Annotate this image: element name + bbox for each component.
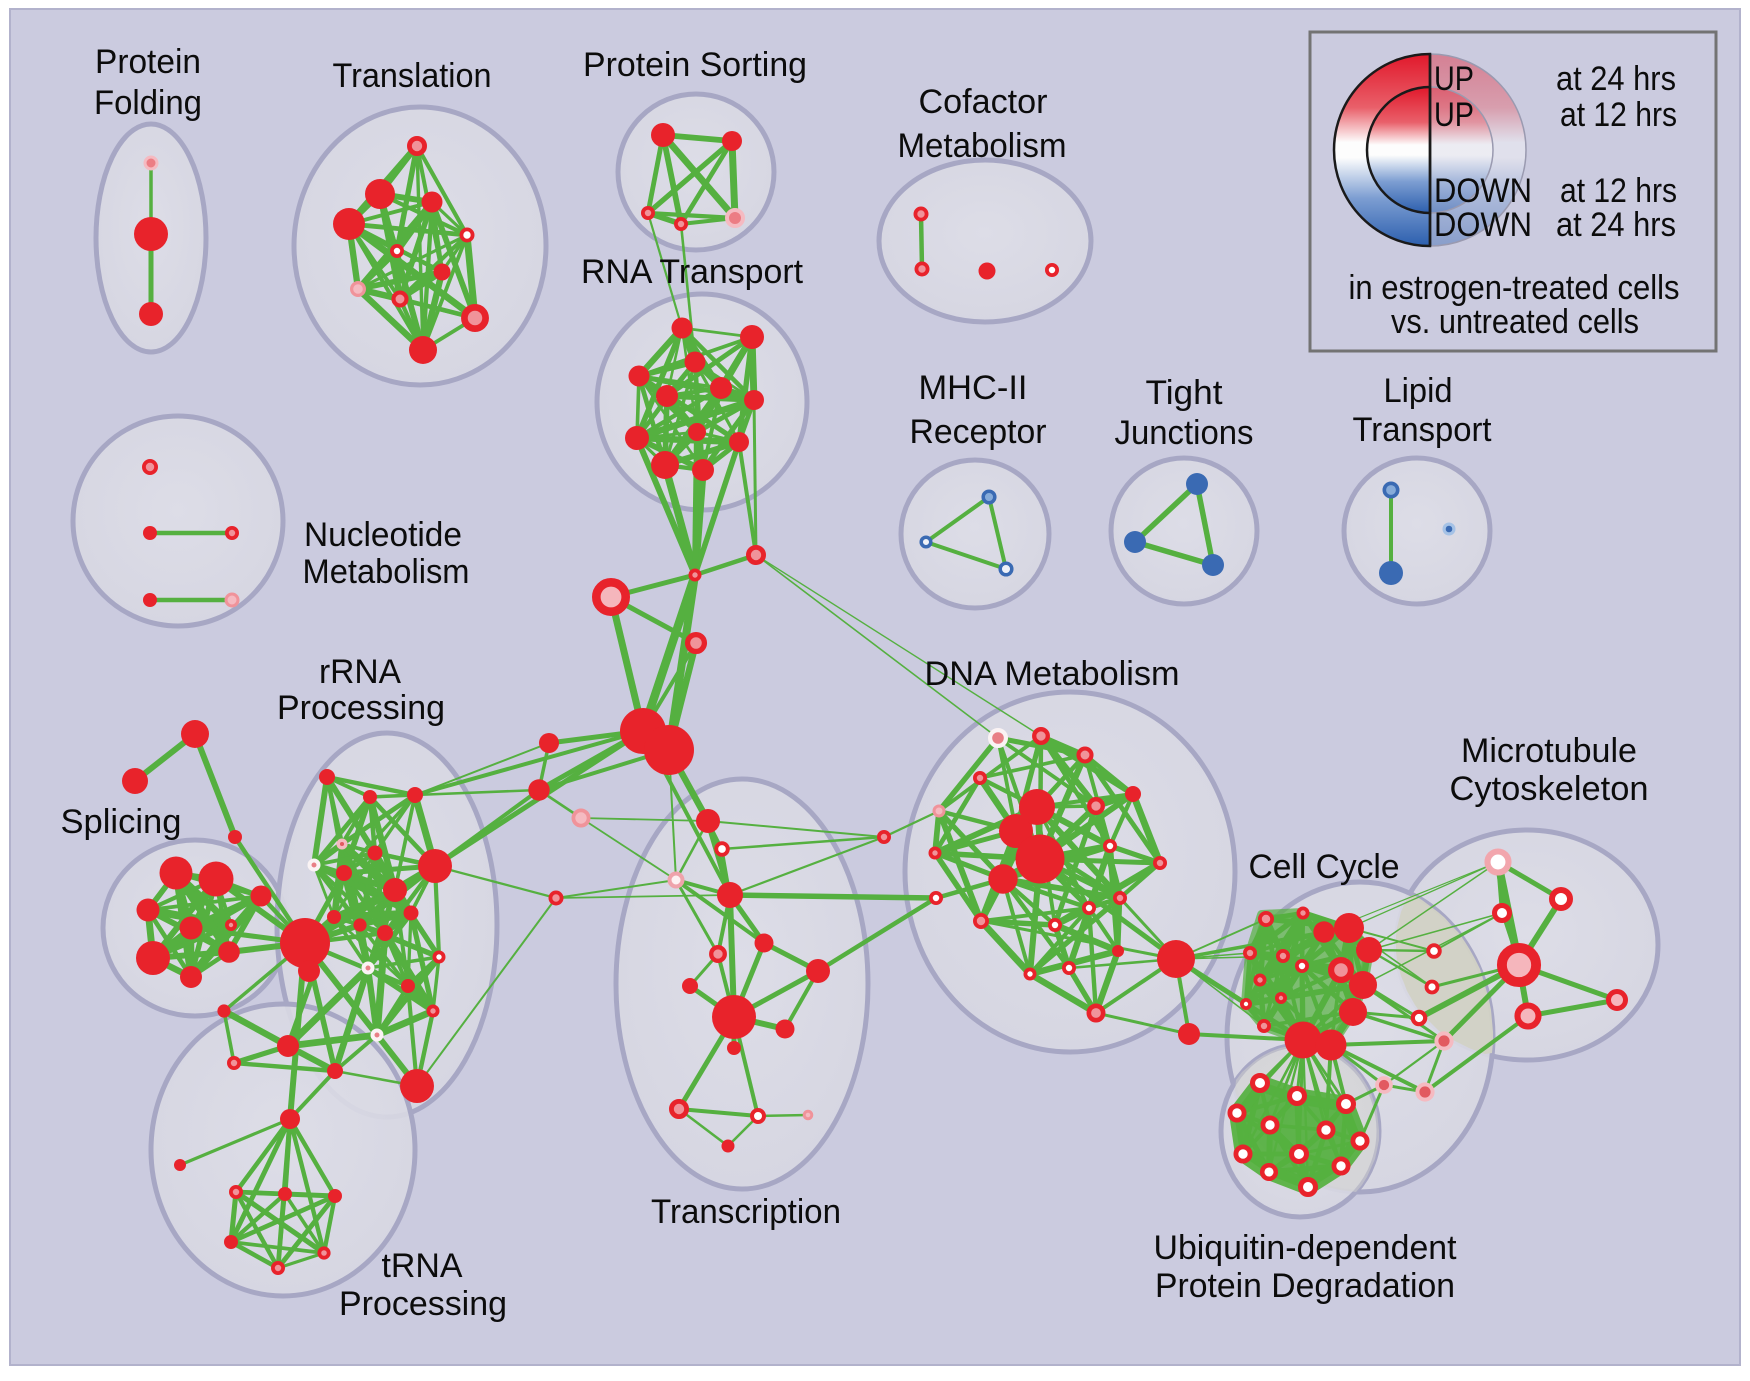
svg-text:Nucleotide: Nucleotide <box>304 516 462 554</box>
svg-text:Protein Degradation: Protein Degradation <box>1155 1267 1455 1305</box>
svg-text:Translation: Translation <box>333 57 492 95</box>
svg-text:DOWN: DOWN <box>1434 206 1532 244</box>
svg-text:Receptor: Receptor <box>910 413 1047 451</box>
svg-text:Metabolism: Metabolism <box>898 127 1067 165</box>
svg-text:Junctions: Junctions <box>1115 414 1254 452</box>
svg-text:Microtubule: Microtubule <box>1461 732 1637 770</box>
svg-text:Processing: Processing <box>339 1285 507 1323</box>
svg-text:Splicing: Splicing <box>61 803 182 841</box>
svg-text:Cell Cycle: Cell Cycle <box>1249 848 1400 886</box>
svg-text:tRNA: tRNA <box>382 1247 463 1285</box>
svg-text:at 24 hrs: at 24 hrs <box>1556 60 1676 98</box>
svg-text:at 12 hrs: at 12 hrs <box>1560 96 1677 134</box>
svg-text:Metabolism: Metabolism <box>303 553 470 591</box>
svg-text:Cofactor: Cofactor <box>919 83 1048 121</box>
svg-text:rRNA: rRNA <box>319 653 401 691</box>
svg-text:Lipid: Lipid <box>1384 372 1453 410</box>
svg-text:Transport: Transport <box>1353 411 1493 449</box>
svg-text:Cytoskeleton: Cytoskeleton <box>1450 770 1649 808</box>
svg-text:Ubiquitin-dependent: Ubiquitin-dependent <box>1154 1229 1458 1267</box>
svg-text:Transcription: Transcription <box>651 1193 841 1231</box>
svg-text:at 12 hrs: at 12 hrs <box>1560 172 1677 210</box>
svg-text:vs. untreated cells: vs. untreated cells <box>1391 303 1639 341</box>
svg-text:DNA Metabolism: DNA Metabolism <box>925 655 1180 693</box>
svg-text:MHC-II: MHC-II <box>919 369 1028 407</box>
svg-text:Tight: Tight <box>1146 374 1224 412</box>
svg-text:Processing: Processing <box>277 689 445 727</box>
svg-text:UP: UP <box>1434 60 1474 98</box>
svg-text:Protein Sorting: Protein Sorting <box>583 46 807 84</box>
svg-text:RNA Transport: RNA Transport <box>581 253 804 291</box>
svg-text:at 24 hrs: at 24 hrs <box>1556 206 1676 244</box>
svg-text:Protein: Protein <box>95 43 201 81</box>
svg-text:DOWN: DOWN <box>1434 172 1532 210</box>
svg-text:Folding: Folding <box>94 84 202 122</box>
svg-text:in estrogen-treated cells: in estrogen-treated cells <box>1349 269 1680 307</box>
svg-text:UP: UP <box>1434 96 1474 134</box>
